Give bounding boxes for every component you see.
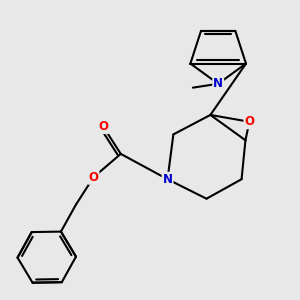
Text: O: O bbox=[244, 115, 254, 128]
Text: O: O bbox=[98, 120, 108, 133]
Text: O: O bbox=[88, 171, 98, 184]
Text: N: N bbox=[163, 173, 172, 186]
Text: N: N bbox=[213, 77, 223, 90]
